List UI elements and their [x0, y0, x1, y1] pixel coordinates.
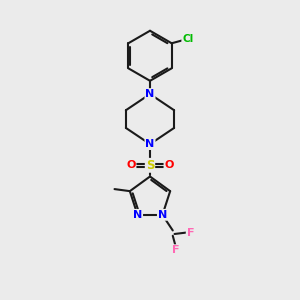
- Text: N: N: [146, 139, 154, 149]
- Text: N: N: [158, 210, 167, 220]
- Text: F: F: [172, 245, 179, 255]
- Text: O: O: [126, 160, 136, 170]
- Text: Cl: Cl: [182, 34, 194, 44]
- Text: F: F: [187, 227, 194, 238]
- Text: O: O: [164, 160, 174, 170]
- Text: S: S: [146, 159, 154, 172]
- Text: N: N: [133, 210, 142, 220]
- Text: N: N: [146, 89, 154, 99]
